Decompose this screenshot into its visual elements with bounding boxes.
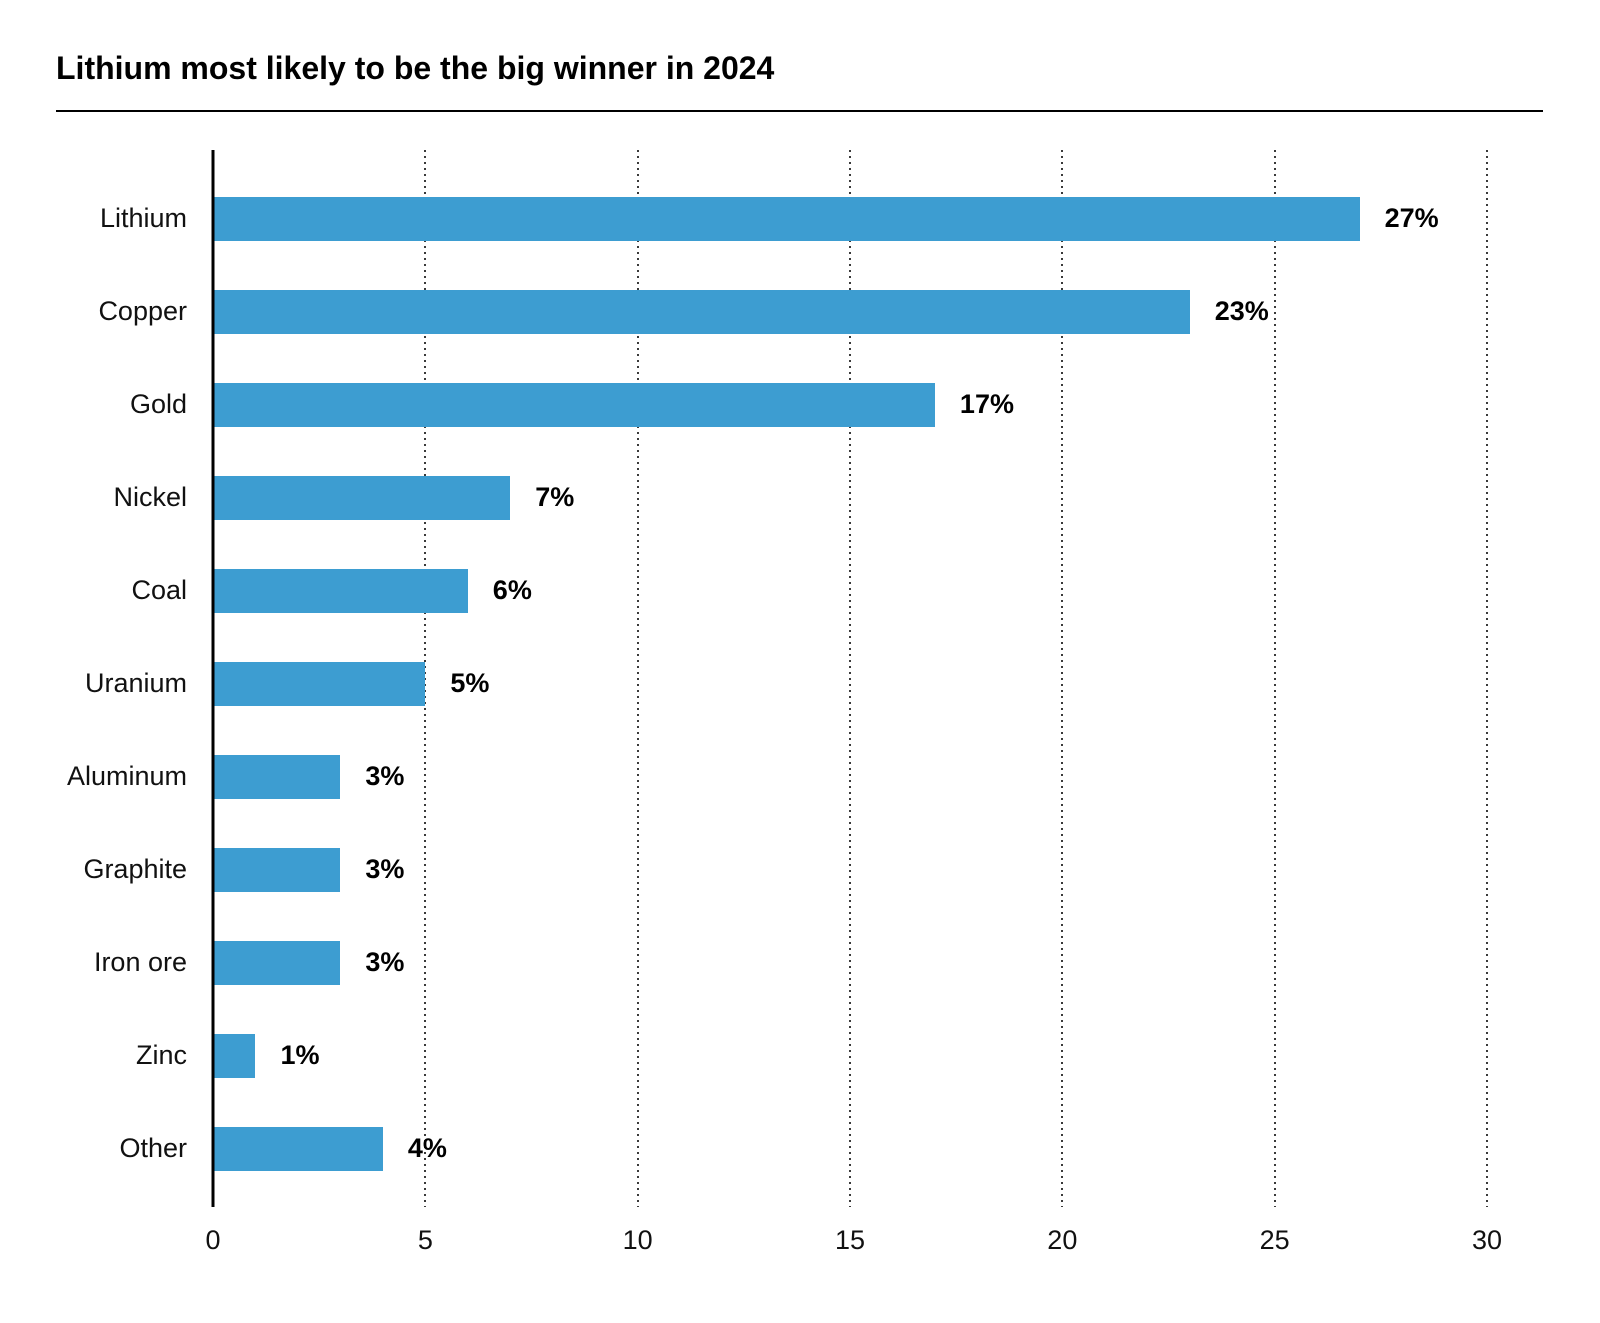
bar-rows: Lithium 27% Copper 23% Gold 17% Nickel 7% Coal 6%… bbox=[67, 150, 1487, 1207]
bar-row: Lithium 27% bbox=[100, 172, 1487, 265]
value-label: 6% bbox=[492, 575, 532, 605]
bar-row: Aluminum 3% bbox=[67, 730, 1487, 823]
x-tick-label: 20 bbox=[1047, 1225, 1078, 1255]
value-label: 23% bbox=[1214, 296, 1269, 326]
bar bbox=[213, 1033, 256, 1078]
value-label: 4% bbox=[407, 1133, 447, 1163]
gridline bbox=[1061, 150, 1064, 1207]
x-tick-label: 15 bbox=[834, 1225, 866, 1255]
bar bbox=[213, 1126, 383, 1171]
value-label: 3% bbox=[365, 947, 405, 977]
bar bbox=[213, 196, 1360, 241]
bar bbox=[213, 382, 935, 427]
bar-row: Coal 6% bbox=[131, 544, 1487, 637]
category-label: Other bbox=[119, 1133, 187, 1163]
value-label: 7% bbox=[535, 482, 575, 512]
y-axis-line bbox=[211, 150, 215, 1207]
bar-row: Gold 17% bbox=[130, 358, 1487, 451]
category-label: Iron ore bbox=[93, 947, 187, 977]
category-label: Copper bbox=[98, 296, 187, 326]
x-tick-label: 30 bbox=[1471, 1225, 1503, 1255]
bar bbox=[213, 661, 426, 706]
bar bbox=[213, 289, 1190, 334]
category-label: Zinc bbox=[135, 1040, 187, 1070]
category-label: Gold bbox=[129, 389, 187, 419]
plot-area: Lithium 27% Copper 23% Gold 17% Nickel 7% Coal 6%… bbox=[67, 150, 1502, 1255]
bar-row: Graphite 3% bbox=[83, 823, 1487, 916]
bar-row: Copper 23% bbox=[98, 265, 1487, 358]
bar bbox=[213, 568, 468, 613]
value-label: 17% bbox=[959, 389, 1014, 419]
category-label: Graphite bbox=[83, 854, 187, 884]
bar bbox=[213, 754, 341, 799]
category-label: Aluminum bbox=[66, 761, 187, 791]
bar-row: Zinc 1% bbox=[136, 1009, 1487, 1102]
x-tick-label: 25 bbox=[1259, 1225, 1290, 1255]
bar-row: Other 4% bbox=[119, 1102, 1487, 1195]
title-divider bbox=[56, 110, 1543, 112]
category-label: Coal bbox=[131, 575, 187, 605]
bar-chart: Lithium 27% Copper 23% Gold 17% Nickel 7% Coal 6%… bbox=[67, 150, 1502, 1255]
category-label: Uranium bbox=[84, 668, 187, 698]
value-label: 1% bbox=[280, 1040, 320, 1070]
gridline bbox=[636, 150, 639, 1207]
value-label: 5% bbox=[450, 668, 490, 698]
chart-title: Lithium most likely to be the big winner… bbox=[56, 50, 775, 86]
x-tick-label: 5 bbox=[417, 1225, 433, 1255]
value-label: 27% bbox=[1384, 203, 1439, 233]
gridline bbox=[849, 150, 851, 1207]
category-label: Lithium bbox=[99, 203, 187, 233]
bar-row: Uranium 5% bbox=[85, 637, 1487, 730]
bar-row: Nickel 7% bbox=[113, 451, 1487, 544]
bar bbox=[213, 475, 511, 520]
category-label: Nickel bbox=[113, 482, 187, 512]
x-tick-label: 10 bbox=[622, 1225, 653, 1255]
x-tick-label: 0 bbox=[205, 1225, 221, 1255]
bar bbox=[213, 940, 341, 985]
bar bbox=[213, 847, 341, 892]
value-label: 3% bbox=[365, 854, 405, 884]
gridline bbox=[1273, 150, 1276, 1207]
gridline bbox=[1486, 150, 1488, 1207]
gridline bbox=[424, 150, 427, 1207]
bar-row: Iron ore 3% bbox=[94, 916, 1487, 1009]
value-label: 3% bbox=[365, 761, 405, 791]
